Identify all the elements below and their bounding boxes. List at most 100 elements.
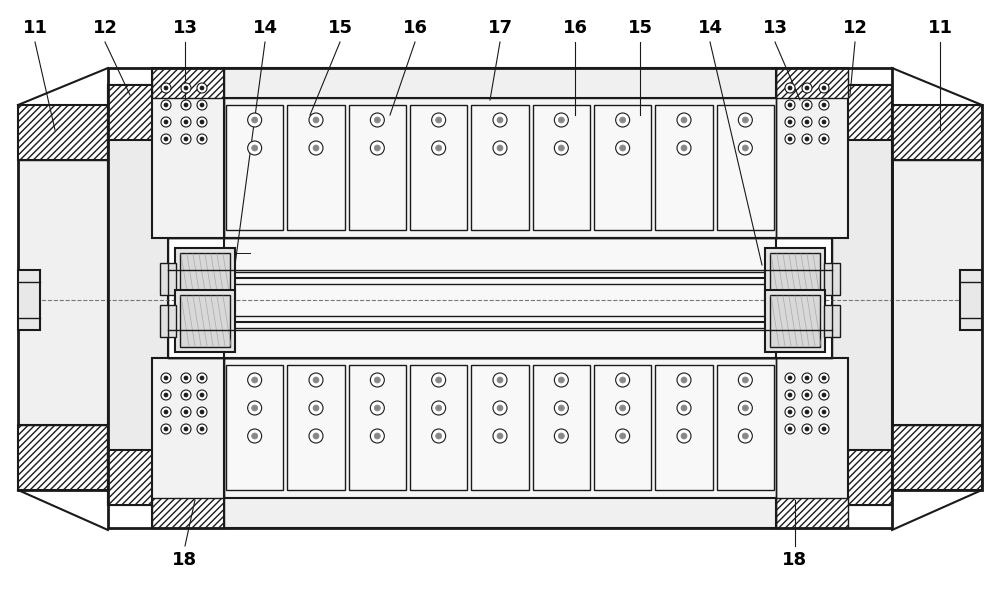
Bar <box>168 238 832 358</box>
Circle shape <box>164 103 168 107</box>
Circle shape <box>248 113 262 127</box>
Circle shape <box>370 401 384 415</box>
Circle shape <box>497 145 503 151</box>
Circle shape <box>432 373 446 387</box>
Circle shape <box>181 100 191 110</box>
Text: 13: 13 <box>173 19 198 37</box>
Circle shape <box>432 141 446 155</box>
Circle shape <box>309 113 323 127</box>
Circle shape <box>805 376 809 380</box>
Bar <box>224 498 776 528</box>
Circle shape <box>493 401 507 415</box>
Circle shape <box>819 407 829 417</box>
Bar <box>533 365 590 490</box>
Circle shape <box>184 427 188 431</box>
Circle shape <box>164 86 168 90</box>
Circle shape <box>161 390 171 400</box>
Circle shape <box>161 100 171 110</box>
Circle shape <box>805 86 809 90</box>
Circle shape <box>497 377 503 383</box>
Circle shape <box>558 145 564 151</box>
Circle shape <box>788 410 792 414</box>
Circle shape <box>184 137 188 141</box>
Circle shape <box>738 429 752 443</box>
Circle shape <box>742 377 748 383</box>
Circle shape <box>309 141 323 155</box>
Text: 16: 16 <box>562 19 588 37</box>
Circle shape <box>248 373 262 387</box>
Circle shape <box>370 113 384 127</box>
Bar <box>776 68 848 98</box>
Circle shape <box>681 117 687 123</box>
Circle shape <box>493 141 507 155</box>
Circle shape <box>788 86 792 90</box>
Text: 13: 13 <box>763 19 788 37</box>
Bar <box>892 105 982 490</box>
Circle shape <box>738 113 752 127</box>
Bar <box>824 305 840 337</box>
Bar <box>108 68 892 528</box>
Circle shape <box>616 401 630 415</box>
Text: 18: 18 <box>782 551 808 569</box>
Circle shape <box>554 373 568 387</box>
Circle shape <box>252 117 258 123</box>
Circle shape <box>785 117 795 127</box>
Text: 15: 15 <box>628 19 652 37</box>
Circle shape <box>616 429 630 443</box>
Circle shape <box>164 427 168 431</box>
Circle shape <box>677 401 691 415</box>
Bar <box>832 85 892 140</box>
Circle shape <box>802 117 812 127</box>
Bar <box>175 248 235 310</box>
Circle shape <box>788 137 792 141</box>
Bar <box>224 358 776 498</box>
Circle shape <box>802 83 812 93</box>
Circle shape <box>313 433 319 439</box>
Circle shape <box>681 145 687 151</box>
Circle shape <box>785 83 795 93</box>
Circle shape <box>197 134 207 144</box>
Circle shape <box>819 134 829 144</box>
Circle shape <box>309 401 323 415</box>
Circle shape <box>616 373 630 387</box>
Circle shape <box>197 407 207 417</box>
Circle shape <box>681 433 687 439</box>
Circle shape <box>200 120 204 124</box>
Circle shape <box>805 103 809 107</box>
Bar <box>18 270 40 330</box>
Circle shape <box>785 100 795 110</box>
Text: 11: 11 <box>22 19 48 37</box>
Circle shape <box>785 373 795 383</box>
Bar <box>224 68 776 98</box>
Circle shape <box>497 117 503 123</box>
Bar <box>960 270 982 330</box>
Bar <box>224 98 776 238</box>
Circle shape <box>432 429 446 443</box>
Circle shape <box>742 433 748 439</box>
Circle shape <box>822 393 826 397</box>
Circle shape <box>436 145 442 151</box>
Circle shape <box>248 401 262 415</box>
Circle shape <box>819 390 829 400</box>
Bar <box>175 290 235 352</box>
Bar <box>717 365 774 490</box>
Circle shape <box>620 377 626 383</box>
Circle shape <box>164 393 168 397</box>
Bar <box>655 105 713 230</box>
Circle shape <box>184 410 188 414</box>
Circle shape <box>554 113 568 127</box>
Circle shape <box>436 377 442 383</box>
Circle shape <box>802 407 812 417</box>
Circle shape <box>164 410 168 414</box>
Circle shape <box>161 117 171 127</box>
Circle shape <box>374 117 380 123</box>
Circle shape <box>819 83 829 93</box>
Circle shape <box>558 377 564 383</box>
Circle shape <box>620 433 626 439</box>
Circle shape <box>374 433 380 439</box>
Circle shape <box>677 113 691 127</box>
Bar <box>160 263 176 295</box>
Bar <box>152 498 224 528</box>
Bar <box>349 105 406 230</box>
Circle shape <box>248 141 262 155</box>
